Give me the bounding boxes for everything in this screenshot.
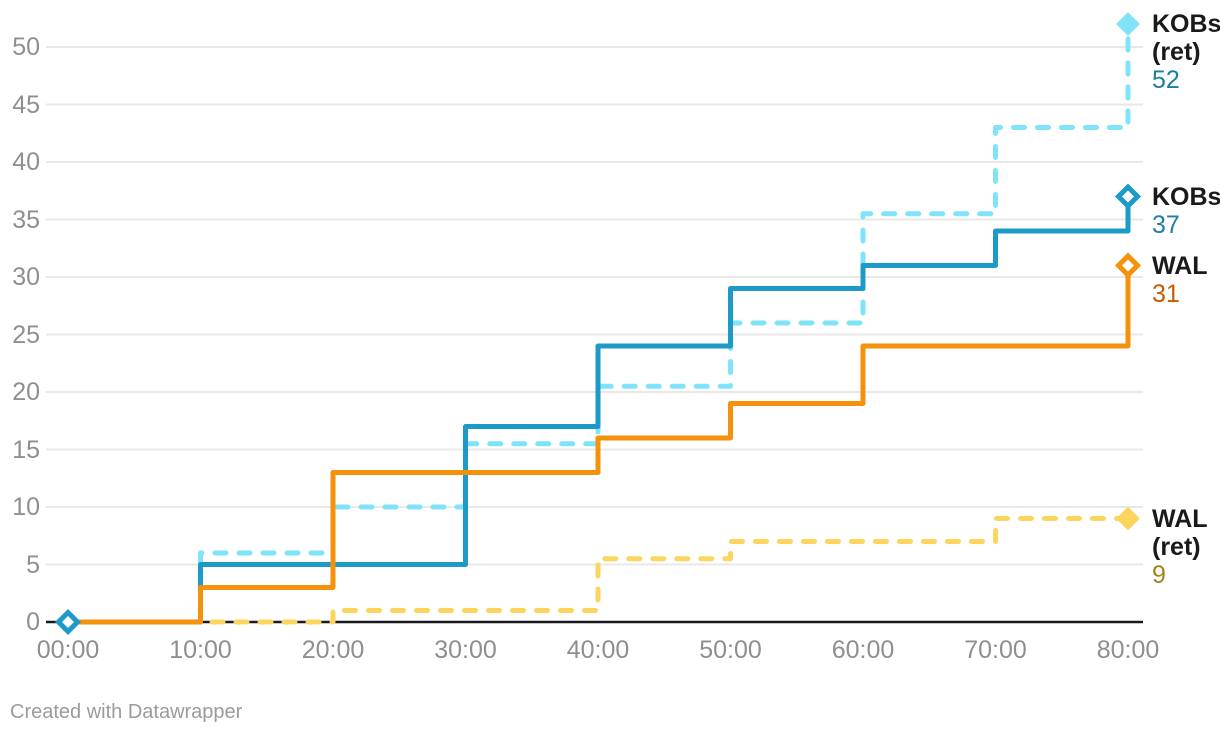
end-marker-diamond-kobs-ret <box>1116 12 1140 36</box>
x-tick-label: 80:00 <box>1096 636 1160 664</box>
series-label-kobs-ret: KOBs <box>1152 10 1220 38</box>
y-tick-label: 30 <box>12 263 40 291</box>
y-tick-label: 50 <box>12 33 40 61</box>
x-tick-label: 60:00 <box>831 636 895 664</box>
series-end-value-wal: 31 <box>1152 279 1180 308</box>
series-label-wal-ret: (ret) <box>1152 532 1201 561</box>
end-marker-diamond-kobs <box>1114 183 1142 210</box>
start-marker-diamond-kobs <box>54 608 82 636</box>
series-line-wal-ret <box>65 516 1131 625</box>
y-tick-label: 15 <box>12 435 40 464</box>
series-label-kobs: KOBs <box>1152 182 1220 211</box>
y-tick-label: 45 <box>12 90 40 119</box>
series-end-value-kobs-ret: 52 <box>1152 66 1180 94</box>
series-line-kobs <box>68 196 1131 625</box>
x-tick-label: 50:00 <box>699 636 762 664</box>
series-label-kobs-ret: (ret) <box>1152 38 1201 66</box>
series-end-value-wal-ret: 9 <box>1152 560 1166 589</box>
x-tick-label: 40:00 <box>566 636 630 664</box>
x-tick-label: 20:00 <box>301 636 365 664</box>
x-tick-label: 30:00 <box>434 636 497 664</box>
y-tick-label: 10 <box>12 493 40 521</box>
y-tick-label: 40 <box>12 148 40 176</box>
y-tick-label: 35 <box>12 205 40 234</box>
datawrapper-credit: Created with Datawrapper <box>10 701 243 723</box>
x-tick-label: 70:00 <box>964 636 1027 664</box>
series-line-kobs-ret <box>65 21 1131 625</box>
end-marker-diamond-wal <box>1114 252 1142 279</box>
y-tick-label: 25 <box>12 320 40 349</box>
plot-area <box>46 12 1143 636</box>
y-tick-label: 5 <box>26 550 40 579</box>
series-line-wal <box>68 265 1131 625</box>
end-marker-diamond-wal-ret <box>1116 506 1140 531</box>
x-tick-label: 00:00 <box>36 636 100 664</box>
series-end-value-kobs: 37 <box>1152 210 1180 239</box>
y-tick-label: 20 <box>12 378 40 406</box>
y-tick-label: 0 <box>26 608 40 636</box>
series-label-wal: WAL <box>1152 251 1208 280</box>
series-label-wal-ret: WAL <box>1152 504 1208 533</box>
x-tick-label: 10:00 <box>169 636 232 664</box>
